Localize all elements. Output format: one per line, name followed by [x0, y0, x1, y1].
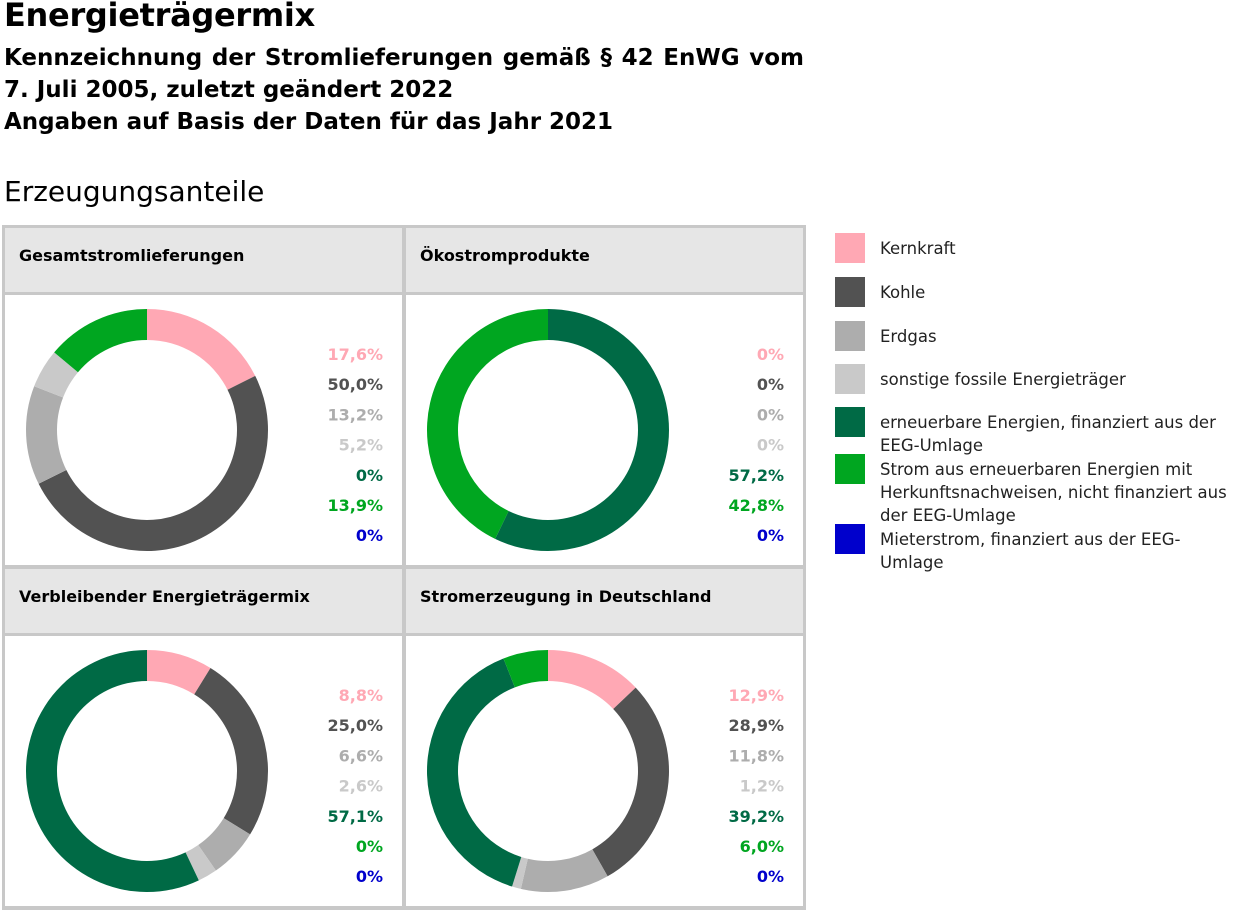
- value-label-mieterstrom: 0%: [757, 867, 784, 886]
- legend-swatch: [835, 454, 865, 484]
- donut-segment-erdgas: [25, 386, 67, 484]
- donut-segment-kernkraft: [147, 309, 256, 390]
- panel-header-gesamt: Gesamtstromlieferungen: [5, 228, 402, 292]
- value-label-herkunftsnachweise: 13,9%: [327, 496, 383, 515]
- value-label-erneuerbare-eeg: 57,2%: [728, 466, 784, 485]
- panel-body-deutschland: 12,9% 28,9% 11,8% 1,2% 39,2% 6,0% 0%: [406, 636, 803, 906]
- value-label-kohle: 0%: [757, 375, 784, 394]
- value-label-erneuerbare-eeg: 0%: [356, 466, 383, 485]
- value-label-sonstige-fossile: 1,2%: [740, 777, 784, 796]
- value-label-kernkraft: 17,6%: [327, 345, 383, 364]
- legend-label: sonstige fossile Energieträger: [880, 370, 1126, 389]
- donut-chart-oekostrom: 0% 0% 0% 0% 57,2% 42,8% 0%: [427, 309, 784, 551]
- value-label-herkunftsnachweise: 0%: [356, 837, 383, 856]
- value-label-kohle: 25,0%: [327, 716, 383, 735]
- donut-chart-gesamt: 17,6% 50,0% 13,2% 5,2% 0% 13,9% 0%: [25, 309, 383, 552]
- donut-segment-herkunftsnachweise: [427, 309, 548, 539]
- charts-grid: Gesamtstromlieferungen Ökostromprodukte …: [2, 225, 806, 910]
- value-label-kohle: 50,0%: [327, 375, 383, 394]
- donut-segment-kernkraft: [548, 650, 636, 709]
- value-label-sonstige-fossile: 2,6%: [339, 777, 383, 796]
- value-label-mieterstrom: 0%: [757, 526, 784, 545]
- donut-segment-kernkraft: [147, 650, 211, 695]
- legend-swatch: [835, 233, 865, 263]
- legend-label: Kohle: [880, 283, 926, 302]
- donut-chart-deutschland: 12,9% 28,9% 11,8% 1,2% 39,2% 6,0% 0%: [427, 650, 784, 892]
- legend-swatch: [835, 524, 865, 554]
- donut-segment-erneuerbare-eeg: [495, 309, 669, 551]
- value-label-mieterstrom: 0%: [356, 526, 383, 545]
- value-label-erneuerbare-eeg: 57,1%: [327, 807, 383, 826]
- panel-header-oekostrom: Ökostromprodukte: [406, 228, 803, 292]
- donut-segment-kohle: [592, 687, 669, 877]
- subtitle-line-2: 7. Juli 2005, zuletzt geändert 2022: [4, 77, 454, 103]
- legend-swatch: [835, 321, 865, 351]
- legend-swatch: [835, 364, 865, 394]
- donut-segment-sonstige-fossile: [512, 856, 528, 889]
- value-label-sonstige-fossile: 5,2%: [339, 436, 383, 455]
- page-subtitle: Kennzeichnung der Stromlieferungen gemäß…: [4, 42, 804, 138]
- legend-label: erneuerbare Energien, finanziert aus der…: [880, 413, 1216, 455]
- donut-segment-kohle: [38, 375, 269, 552]
- value-label-erdgas: 11,8%: [728, 746, 784, 765]
- value-label-erdgas: 13,2%: [327, 405, 383, 424]
- legend-swatch: [835, 407, 865, 437]
- value-label-herkunftsnachweise: 6,0%: [740, 837, 784, 856]
- value-label-herkunftsnachweise: 42,8%: [728, 496, 784, 515]
- donut-segment-erneuerbare-eeg: [427, 658, 522, 887]
- donut-segment-herkunftsnachweise: [503, 650, 548, 688]
- panel-header-verbleibend: Verbleibender Energieträgermix: [5, 569, 402, 633]
- legend-label: Mieterstrom, finanziert aus der EEG-Umla…: [880, 530, 1181, 572]
- donut-chart-verbleibend: 8,8% 25,0% 6,6% 2,6% 57,1% 0% 0%: [25, 650, 383, 892]
- value-label-erneuerbare-eeg: 39,2%: [728, 807, 784, 826]
- donut-segment-erdgas: [198, 818, 251, 871]
- donut-segment-herkunftsnachweise: [54, 309, 147, 373]
- donut-segment-sonstige-fossile: [34, 352, 78, 398]
- value-label-kernkraft: 0%: [757, 345, 784, 364]
- donut-segment-erdgas: [520, 849, 608, 892]
- value-label-kohle: 28,9%: [728, 716, 784, 735]
- subtitle-line-1: Kennzeichnung der Stromlieferungen gemäß…: [4, 45, 804, 71]
- value-label-erdgas: 0%: [757, 405, 784, 424]
- value-label-sonstige-fossile: 0%: [757, 436, 784, 455]
- legend-label: Erdgas: [880, 327, 937, 346]
- donut-segment-kohle: [194, 667, 268, 835]
- value-label-mieterstrom: 0%: [356, 867, 383, 886]
- panel-body-oekostrom: 0% 0% 0% 0% 57,2% 42,8% 0%: [406, 295, 803, 565]
- subtitle-line-3: Angaben auf Basis der Daten für das Jahr…: [4, 109, 614, 135]
- panel-header-deutschland: Stromerzeugung in Deutschland: [406, 569, 803, 633]
- value-label-kernkraft: 12,9%: [728, 686, 784, 705]
- legend-label: Strom aus erneuerbaren Energien mit Herk…: [880, 460, 1227, 525]
- value-label-erdgas: 6,6%: [339, 746, 383, 765]
- section-title: Erzeugungsanteile: [4, 175, 265, 208]
- value-label-kernkraft: 8,8%: [339, 686, 383, 705]
- legend-label: Kernkraft: [880, 239, 956, 258]
- legend-swatch: [835, 277, 865, 307]
- page-title: Energieträgermix: [4, 0, 315, 34]
- panel-body-gesamt: 17,6% 50,0% 13,2% 5,2% 0% 13,9% 0%: [5, 295, 402, 565]
- panel-body-verbleibend: 8,8% 25,0% 6,6% 2,6% 57,1% 0% 0%: [5, 636, 402, 906]
- donut-segment-sonstige-fossile: [185, 844, 216, 881]
- donut-segment-erneuerbare-eeg: [25, 650, 199, 892]
